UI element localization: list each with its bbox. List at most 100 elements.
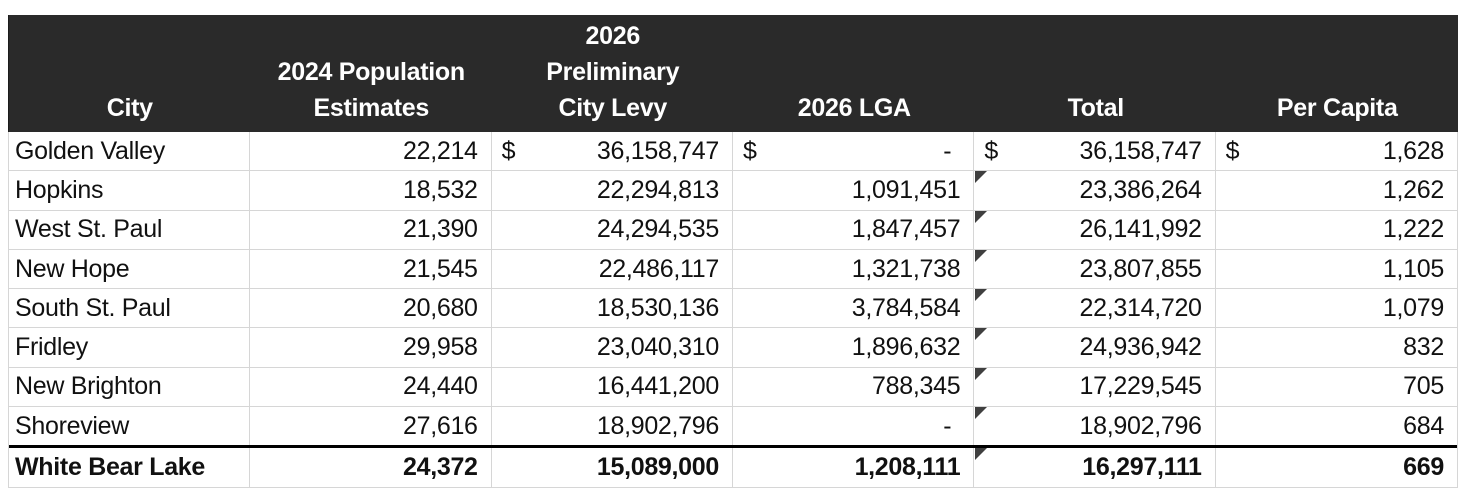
levy-value: 15,089,000 xyxy=(596,453,719,482)
city-cell[interactable]: Golden Valley xyxy=(9,132,251,171)
lga-cell[interactable]: 1,847,457 xyxy=(733,210,975,249)
per-capita-cell[interactable]: 684 xyxy=(1216,407,1457,445)
currency-symbol: $ xyxy=(742,136,757,165)
population-cell[interactable]: 18,532 xyxy=(250,171,492,210)
per-capita-cell[interactable]: 669 xyxy=(1216,448,1457,486)
total-value: 36,158,747 xyxy=(1079,136,1202,165)
total-cell[interactable]: 17,229,545 xyxy=(974,367,1216,407)
header-total[interactable]: Total xyxy=(1067,94,1125,122)
city-cell[interactable]: New Hope xyxy=(9,249,251,289)
lga-cell[interactable]: 1,321,738 xyxy=(733,249,975,289)
table-row: Golden Valley 22,214 $36,158,747 $ - $36,… xyxy=(9,132,1457,172)
population-cell[interactable]: 22,214 xyxy=(250,132,492,171)
header-lga[interactable]: 2026 LGA xyxy=(797,94,911,122)
population-cell[interactable]: 24,372 xyxy=(250,448,492,487)
lga-cell[interactable]: 3,784,584 xyxy=(733,289,975,328)
total-value: 26,141,992 xyxy=(1079,215,1202,244)
per-capita-cell[interactable]: 1,079 xyxy=(1216,289,1457,327)
currency-symbol: $ xyxy=(984,136,998,165)
levy-cell[interactable]: 18,530,136 xyxy=(492,289,733,328)
population-cell[interactable]: 24,440 xyxy=(250,367,492,407)
levy-cell[interactable]: 23,040,310 xyxy=(492,328,733,367)
city-cell[interactable]: Fridley xyxy=(9,328,251,367)
levy-value: 18,902,796 xyxy=(596,411,719,440)
per-capita-cell[interactable]: 832 xyxy=(1216,328,1457,366)
lga-value: 1,896,632 xyxy=(851,333,961,362)
population-cell[interactable]: 21,545 xyxy=(250,249,492,289)
levy-cell[interactable]: 15,089,000 xyxy=(492,448,733,487)
cell-flag-icon xyxy=(975,407,988,420)
city-cell[interactable]: New Brighton xyxy=(9,367,251,407)
population-cell[interactable]: 20,680 xyxy=(250,289,492,328)
lga-cell[interactable]: $ - xyxy=(733,132,975,171)
lga-cell[interactable]: 1,091,451 xyxy=(733,171,975,210)
per-capita-value: 832 xyxy=(1403,333,1444,362)
lga-value: 788,345 xyxy=(872,372,961,401)
levy-cell[interactable]: 18,902,796 xyxy=(492,407,733,446)
total-cell[interactable]: 16,297,111 xyxy=(974,448,1216,487)
per-capita-cell[interactable]: 705 xyxy=(1216,368,1457,406)
levy-cell[interactable]: 22,294,813 xyxy=(492,171,733,210)
city-cell[interactable]: White Bear Lake xyxy=(9,448,251,487)
levy-cell[interactable]: 22,486,117 xyxy=(492,249,733,289)
lga-value: 3,784,584 xyxy=(851,293,961,322)
lga-cell[interactable]: - xyxy=(733,407,975,446)
total-value: 18,902,796 xyxy=(1079,411,1202,440)
lga-value: - xyxy=(943,136,952,165)
header-city[interactable]: City xyxy=(106,94,153,122)
currency-symbol: $ xyxy=(501,136,516,165)
total-cell[interactable]: 23,386,264 xyxy=(974,171,1216,210)
total-cell[interactable]: 24,936,942 xyxy=(974,328,1216,367)
lga-value: 1,847,457 xyxy=(851,215,961,244)
cell-flag-icon xyxy=(975,448,988,461)
population-cell[interactable]: 27,616 xyxy=(250,407,492,446)
city-cell[interactable]: West St. Paul xyxy=(9,210,251,249)
city-levy-comparison-table: City 2024 Population Estimates 2026 Prel… xyxy=(8,15,1458,488)
lga-cell[interactable]: 1,896,632 xyxy=(733,328,975,367)
cell-flag-icon xyxy=(975,249,988,262)
total-value: 16,297,111 xyxy=(1082,453,1202,482)
per-capita-cell[interactable]: 1,105 xyxy=(1216,250,1457,288)
city-cell[interactable]: Shoreview xyxy=(9,407,251,446)
total-cell[interactable]: $36,158,747 xyxy=(974,132,1216,171)
levy-cell[interactable]: $36,158,747 xyxy=(492,132,733,171)
per-capita-value: 1,628 xyxy=(1382,136,1444,165)
population-cell[interactable]: 29,958 xyxy=(250,328,492,367)
header-per-capita[interactable]: Per Capita xyxy=(1276,94,1398,122)
total-cell[interactable]: 23,807,855 xyxy=(974,249,1216,289)
cell-flag-icon xyxy=(975,367,988,380)
per-capita-value: 1,079 xyxy=(1382,293,1444,322)
total-cell[interactable]: 26,141,992 xyxy=(974,210,1216,249)
city-cell[interactable]: South St. Paul xyxy=(9,289,251,328)
total-value: 22,314,720 xyxy=(1079,293,1202,322)
table-header-row: City 2024 Population Estimates 2026 Prel… xyxy=(8,15,1458,132)
table-body: Golden Valley 22,214 $36,158,747 $ - $36,… xyxy=(8,132,1458,488)
per-capita-cell[interactable]: 1,262 xyxy=(1216,171,1457,209)
header-levy[interactable]: 2026 Preliminary City Levy xyxy=(546,22,680,122)
levy-cell[interactable]: 16,441,200 xyxy=(492,367,733,407)
lga-value: 1,321,738 xyxy=(851,254,961,283)
lga-cell[interactable]: 788,345 xyxy=(733,367,975,407)
per-capita-value: 669 xyxy=(1403,453,1444,482)
per-capita-cell[interactable]: 1,222 xyxy=(1216,211,1457,249)
per-capita-value: 684 xyxy=(1403,411,1444,440)
cell-flag-icon xyxy=(975,210,988,223)
cell-flag-icon xyxy=(975,171,988,184)
per-capita-cell[interactable]: $1,628 xyxy=(1216,132,1457,170)
levy-value: 22,486,117 xyxy=(598,254,720,283)
table-row: Shoreview 27,616 18,902,796 - 18,902,796… xyxy=(9,407,1457,446)
total-value: 23,386,264 xyxy=(1079,175,1202,204)
population-cell[interactable]: 21,390 xyxy=(250,210,492,249)
lga-cell[interactable]: 1,208,111 xyxy=(733,448,975,487)
levy-value: 24,294,535 xyxy=(596,215,719,244)
currency-symbol: $ xyxy=(1225,136,1240,165)
table-row: Fridley 29,958 23,040,310 1,896,632 24,9… xyxy=(9,328,1457,368)
total-cell[interactable]: 22,314,720 xyxy=(974,289,1216,328)
city-cell[interactable]: Hopkins xyxy=(9,171,251,210)
levy-cell[interactable]: 24,294,535 xyxy=(492,210,733,249)
lga-value: - xyxy=(943,411,952,440)
total-cell[interactable]: 18,902,796 xyxy=(974,407,1216,446)
table-row: West St. Paul 21,390 24,294,535 1,847,45… xyxy=(9,210,1457,250)
total-value: 23,807,855 xyxy=(1079,254,1202,283)
header-population[interactable]: 2024 Population Estimates xyxy=(277,58,466,122)
